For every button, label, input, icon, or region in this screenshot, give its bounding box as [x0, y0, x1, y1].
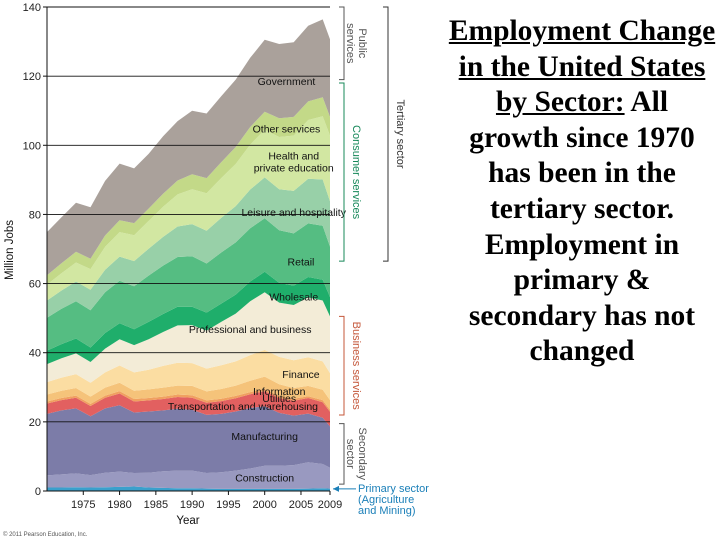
- layer-label-government: Government: [258, 76, 316, 88]
- brace-label-consumer-services: Consumer services: [350, 125, 362, 220]
- layer-label-line: Construction: [235, 472, 294, 484]
- layer-label-line: Health and: [268, 150, 319, 162]
- layer-label-information: Information: [253, 386, 306, 398]
- employment-chart: 0 20 40 60 80 100 120 140 1975 1980 1985 1990 1995 20…: [3, 2, 429, 538]
- area-other-services: [47, 97, 330, 285]
- area-layers: [47, 19, 330, 491]
- layer-label-construction: Construction: [235, 472, 294, 484]
- x-tick-label: 1975: [71, 499, 95, 511]
- brace-label-line: Public: [356, 28, 368, 58]
- layer-label-professional-and-business: Professional and business: [189, 324, 312, 336]
- gridlines: [47, 6, 330, 423]
- primary-sector-label: and Mining): [358, 505, 415, 517]
- layer-labels: Construction Manufacturing Transportation …: [168, 76, 347, 484]
- area-primary-sector-agriculture-and-mining: [47, 486, 330, 491]
- brace-public-services: [339, 6, 345, 81]
- y-tick-label: 0: [35, 486, 41, 498]
- brace-label-public-services: Publicservices: [344, 23, 368, 64]
- x-tick-label: 2005: [289, 499, 313, 511]
- brace-label-line: sector: [344, 439, 356, 469]
- layer-label-line: Finance: [282, 369, 320, 381]
- layer-label-finance: Finance: [282, 369, 320, 381]
- primary-sector-label: Primary sector: [358, 483, 429, 495]
- x-tick-label: 2000: [252, 499, 276, 511]
- layer-label-transportation-and-warehousing: Transportation and warehousing: [168, 401, 318, 413]
- area-retail: [47, 218, 330, 351]
- area-construction: [47, 462, 330, 489]
- y-tick-label: 40: [29, 348, 41, 360]
- y-axis-title: Million Jobs: [4, 220, 16, 280]
- x-tick-label: 2009: [318, 499, 342, 511]
- area-wholesale: [47, 271, 330, 365]
- y-tick-label: 20: [29, 417, 41, 429]
- layer-label-wholesale: Wholesale: [269, 291, 318, 303]
- area-leisure-and-hospitality: [47, 177, 330, 318]
- x-tick-label: 1980: [107, 499, 131, 511]
- slide-text-block: Employment Change in the United States b…: [448, 14, 716, 370]
- layer-label-retail: Retail: [288, 257, 315, 269]
- layer-label-utilities: Utilities: [262, 393, 296, 405]
- brace-label-secondary-sector: Secondarysector: [344, 428, 368, 481]
- x-axis-title: Year: [176, 515, 199, 527]
- brace-label-line: services: [344, 23, 356, 64]
- layer-label-health-and-private-education: Health and private education: [254, 150, 334, 174]
- layer-label-other-services: Other services: [253, 124, 321, 136]
- area-government: [47, 19, 330, 276]
- layer-label-line: Government: [258, 76, 316, 88]
- area-health-and-private-education: [47, 116, 330, 301]
- area-manufacturing: [47, 405, 330, 476]
- layer-label-line: Wholesale: [269, 291, 318, 303]
- brace-label-line: Secondary: [356, 428, 368, 481]
- brace-business-services: [339, 315, 345, 416]
- x-tick-label: 1985: [144, 499, 168, 511]
- slide-body: All growth since 1970 has been in the te…: [468, 86, 696, 368]
- layer-label-line: Leisure and hospitality: [241, 207, 346, 219]
- layer-label-line: Information: [253, 386, 306, 398]
- layer-label-line: Transportation and warehousing: [168, 401, 318, 413]
- x-tick-label: 1995: [216, 499, 240, 511]
- layer-label-line: Utilities: [262, 393, 296, 405]
- area-transportation-and-warehousing: [47, 391, 330, 427]
- layer-label-line: Manufacturing: [231, 431, 298, 443]
- y-tick-label: 120: [23, 71, 41, 83]
- x-tick-label: 1990: [180, 499, 204, 511]
- brace-tertiary-sector: [383, 6, 389, 262]
- brace-consumer-services: [339, 82, 345, 262]
- area-finance: [47, 349, 330, 401]
- primary-sector-label: (Agriculture: [358, 494, 414, 506]
- copyright-text: © 2011 Pearson Education, Inc.: [3, 531, 88, 538]
- area-information: [47, 376, 330, 410]
- layer-label-line: Retail: [288, 257, 315, 269]
- y-tick-label: 80: [29, 209, 41, 221]
- area-professional-and-business: [47, 292, 330, 383]
- y-tick-label: 140: [23, 2, 41, 14]
- layer-label-leisure-and-hospitality: Leisure and hospitality: [241, 207, 346, 219]
- layer-label-line: Professional and business: [189, 324, 312, 336]
- layer-label-manufacturing: Manufacturing: [231, 431, 298, 443]
- y-tick-label: 60: [29, 279, 41, 291]
- brace-label-tertiary-sector: Tertiary sector: [394, 100, 406, 169]
- layer-label-line: Other services: [253, 124, 321, 136]
- sector-braces: Publicservices Consumer services Business …: [333, 6, 429, 517]
- axes: 0 20 40 60 80 100 120 140 1975 1980 1985 1990 1995 20…: [23, 2, 343, 511]
- layer-label-line: private education: [254, 162, 334, 174]
- slide-title: Employment Change in the United States b…: [448, 15, 716, 119]
- brace-secondary-sector: [339, 423, 345, 485]
- brace-label-business-services: Business services: [350, 322, 362, 411]
- y-tick-label: 100: [23, 140, 41, 152]
- primary-arrow-head: [333, 485, 339, 492]
